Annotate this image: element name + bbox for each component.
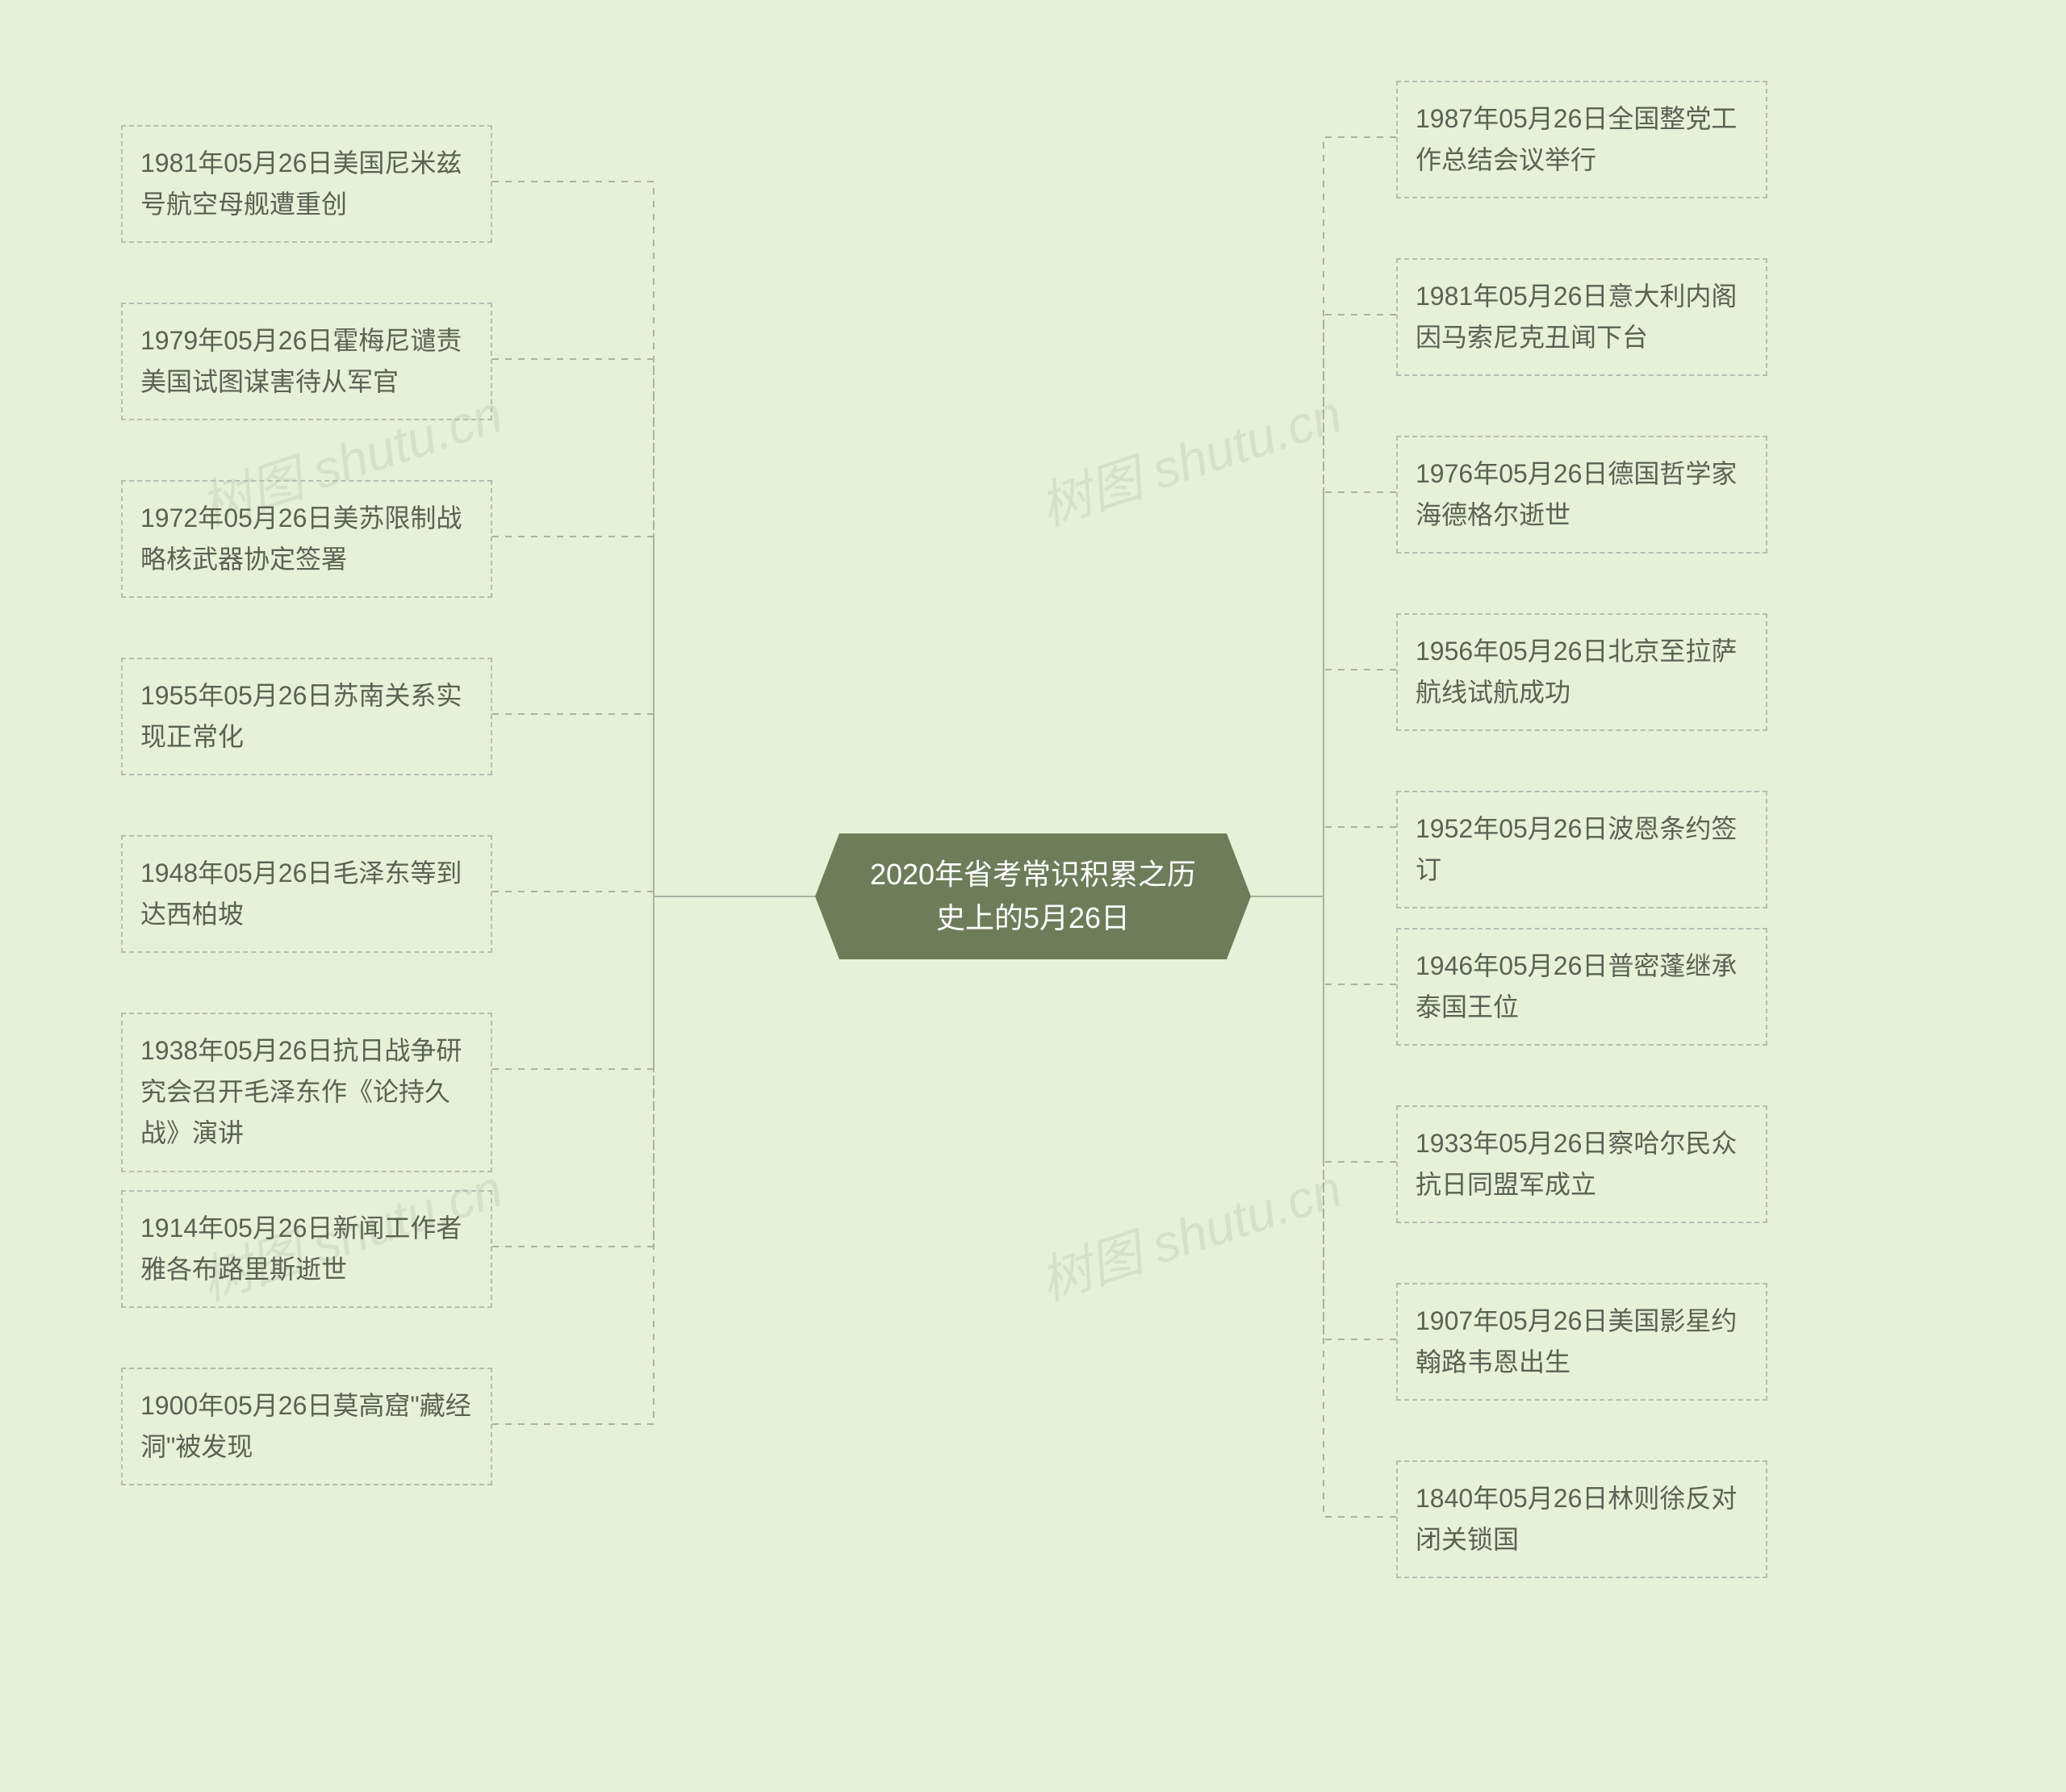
- right-leaf: 1987年05月26日全国整党工作总结会议举行: [1396, 81, 1767, 198]
- watermark: 树图 shutu.cn: [1029, 1147, 1349, 1314]
- mindmap-canvas: 2020年省考常识积累之历 史上的5月26日 树图 shutu.cn 树图 shu…: [0, 0, 2066, 1792]
- right-leaf: 1946年05月26日普密蓬继承泰国王位: [1396, 928, 1767, 1046]
- right-leaf: 1840年05月26日林则徐反对闭关锁国: [1396, 1460, 1767, 1578]
- center-line-2: 史上的5月26日: [936, 901, 1130, 934]
- right-leaf: 1956年05月26日北京至拉萨航线试航成功: [1396, 613, 1767, 731]
- left-leaf: 1979年05月26日霍梅尼谴责美国试图谋害待从军官: [121, 303, 492, 420]
- center-node: 2020年省考常识积累之历 史上的5月26日: [839, 833, 1227, 959]
- left-leaf: 1972年05月26日美苏限制战略核武器协定签署: [121, 480, 492, 598]
- left-leaf: 1900年05月26日莫高窟"藏经洞"被发现: [121, 1368, 492, 1485]
- left-leaf: 1955年05月26日苏南关系实现正常化: [121, 658, 492, 775]
- right-leaf: 1933年05月26日察哈尔民众抗日同盟军成立: [1396, 1105, 1767, 1223]
- left-leaf: 1981年05月26日美国尼米兹号航空母舰遭重创: [121, 125, 492, 243]
- center-line-1: 2020年省考常识积累之历: [870, 858, 1196, 891]
- left-leaf: 1948年05月26日毛泽东等到达西柏坡: [121, 835, 492, 953]
- watermark: 树图 shutu.cn: [1029, 373, 1349, 540]
- left-leaf: 1938年05月26日抗日战争研究会召开毛泽东作《论持久战》演讲: [121, 1013, 492, 1172]
- right-leaf: 1952年05月26日波恩条约签订: [1396, 791, 1767, 909]
- right-leaf: 1981年05月26日意大利内阁因马索尼克丑闻下台: [1396, 258, 1767, 376]
- right-leaf: 1907年05月26日美国影星约翰路韦恩出生: [1396, 1283, 1767, 1401]
- right-leaf: 1976年05月26日德国哲学家海德格尔逝世: [1396, 436, 1767, 553]
- left-leaf: 1914年05月26日新闻工作者雅各布路里斯逝世: [121, 1190, 492, 1308]
